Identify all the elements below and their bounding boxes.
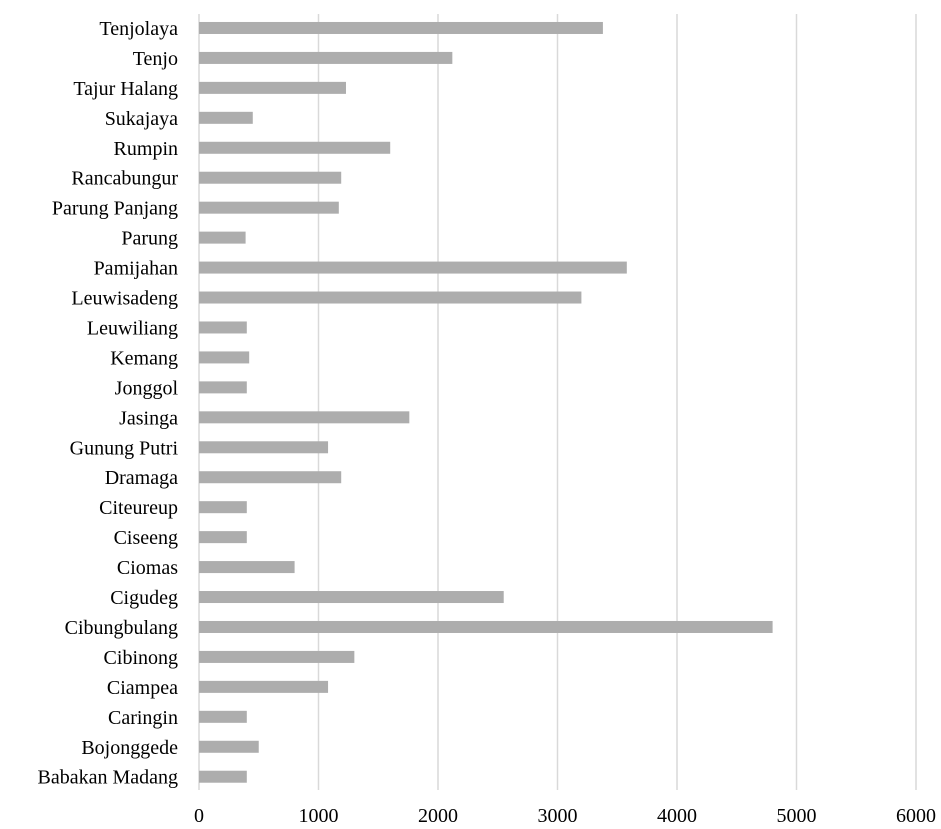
x-tick-label: 6000 (896, 805, 936, 827)
bar-citeureup (199, 501, 247, 514)
bar-cibinong (199, 650, 355, 663)
x-tick-labels: 0 1000 2000 3000 4000 5000 6000 (194, 805, 936, 827)
x-tick-label: 4000 (657, 805, 697, 827)
category-label: Sukajaya (105, 108, 178, 130)
bar-kemang (199, 351, 250, 364)
bar-cigudeg (199, 591, 504, 604)
x-tick-label: 3000 (538, 805, 578, 827)
category-label: Gunung Putri (70, 437, 179, 459)
category-label: Rancabungur (71, 168, 178, 190)
category-label: Tenjo (133, 48, 178, 70)
x-tick-label: 5000 (777, 805, 817, 827)
category-labels: Babakan Madang Bojonggede Caringin Ciampea C… (37, 18, 178, 789)
bar-sukajaya (199, 111, 253, 124)
category-label: Dramaga (105, 467, 178, 489)
category-label: Caringin (108, 707, 178, 729)
bar-tajur-halang (199, 81, 346, 94)
category-label: Ciampea (107, 677, 178, 699)
category-label: Ciseeng (114, 527, 178, 549)
bar-rumpin (199, 141, 391, 154)
category-label: Cibinong (104, 647, 178, 669)
bar-rancabungur (199, 171, 342, 184)
category-label: Jasinga (119, 407, 178, 429)
bar-pamijahan (199, 261, 627, 274)
x-tick-label: 1000 (299, 805, 339, 827)
category-label: Tajur Halang (73, 78, 178, 100)
bar-caringin (199, 710, 247, 723)
bar-parung (199, 231, 246, 244)
bar-gunung-putri (199, 441, 329, 454)
category-label: Leuwiliang (87, 317, 178, 339)
category-label: Ciomas (117, 557, 178, 579)
bar-leuwiliang (199, 321, 247, 334)
category-label: Tenjolaya (99, 18, 178, 40)
category-label: Cibungbulang (65, 617, 178, 639)
bar-tenjolaya (199, 21, 603, 34)
bar-leuwisadeng (199, 291, 582, 304)
bars (199, 21, 773, 783)
bar-ciampea (199, 680, 329, 693)
bar-dramaga (199, 471, 342, 484)
bar-jasinga (199, 411, 410, 424)
bar-cibungbulang (199, 620, 773, 633)
category-label: Bojonggede (81, 737, 178, 759)
bar-parung-panjang (199, 201, 339, 214)
category-label: Leuwisadeng (71, 288, 178, 310)
bar-ciseeng (199, 531, 247, 544)
category-label: Babakan Madang (37, 767, 178, 789)
category-label: Rumpin (114, 138, 178, 160)
category-label: Jonggol (115, 377, 179, 399)
grid-lines (198, 14, 917, 790)
category-label: Pamijahan (94, 258, 178, 280)
bar-bojonggede (199, 740, 259, 753)
bar-tenjo (199, 51, 453, 64)
bar-jonggol (199, 381, 247, 394)
category-label: Cigudeg (110, 587, 178, 609)
category-label: Parung Panjang (52, 198, 178, 220)
x-tick-label: 2000 (418, 805, 458, 827)
category-label: Parung (121, 228, 178, 250)
bar-ciomas (199, 561, 295, 574)
bar-babakan-madang (199, 770, 247, 783)
category-label: Kemang (110, 347, 178, 369)
x-tick-label: 0 (194, 805, 204, 827)
category-label: Citeureup (99, 497, 178, 519)
